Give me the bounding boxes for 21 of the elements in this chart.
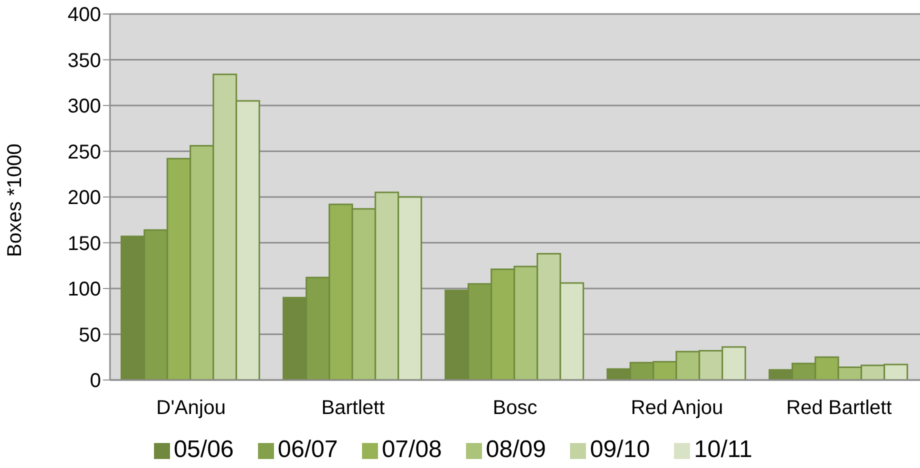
y-tick-label: 150: [68, 232, 101, 255]
x-tick-label: D'Anjou: [156, 397, 226, 420]
legend-label: 08/09: [486, 436, 546, 463]
y-axis-title: Boxes *1000: [4, 144, 26, 257]
x-tick-label: Bartlett: [321, 397, 386, 420]
y-tick-label: 200: [68, 187, 101, 210]
legend-label: 07/08: [382, 436, 442, 463]
y-tick-label: 100: [68, 278, 101, 301]
y-tick-label: 300: [68, 96, 101, 118]
legend-label: 06/07: [278, 436, 338, 463]
x-tick-label: Bosc: [492, 397, 538, 420]
y-tick-label: 350: [68, 50, 101, 72]
y-tick-label: 250: [68, 141, 101, 164]
y-tick-label: 50: [78, 324, 101, 346]
legend-label: 10/11: [694, 436, 752, 463]
y-tick-label: 400: [68, 4, 101, 26]
x-tick-label: Red Bartlett: [786, 397, 892, 420]
legend-label: 09/10: [590, 436, 650, 463]
x-tick-label: Red Anjou: [630, 397, 724, 420]
legend-label: 05/06: [174, 436, 234, 463]
y-tick-label: 0: [90, 370, 101, 392]
